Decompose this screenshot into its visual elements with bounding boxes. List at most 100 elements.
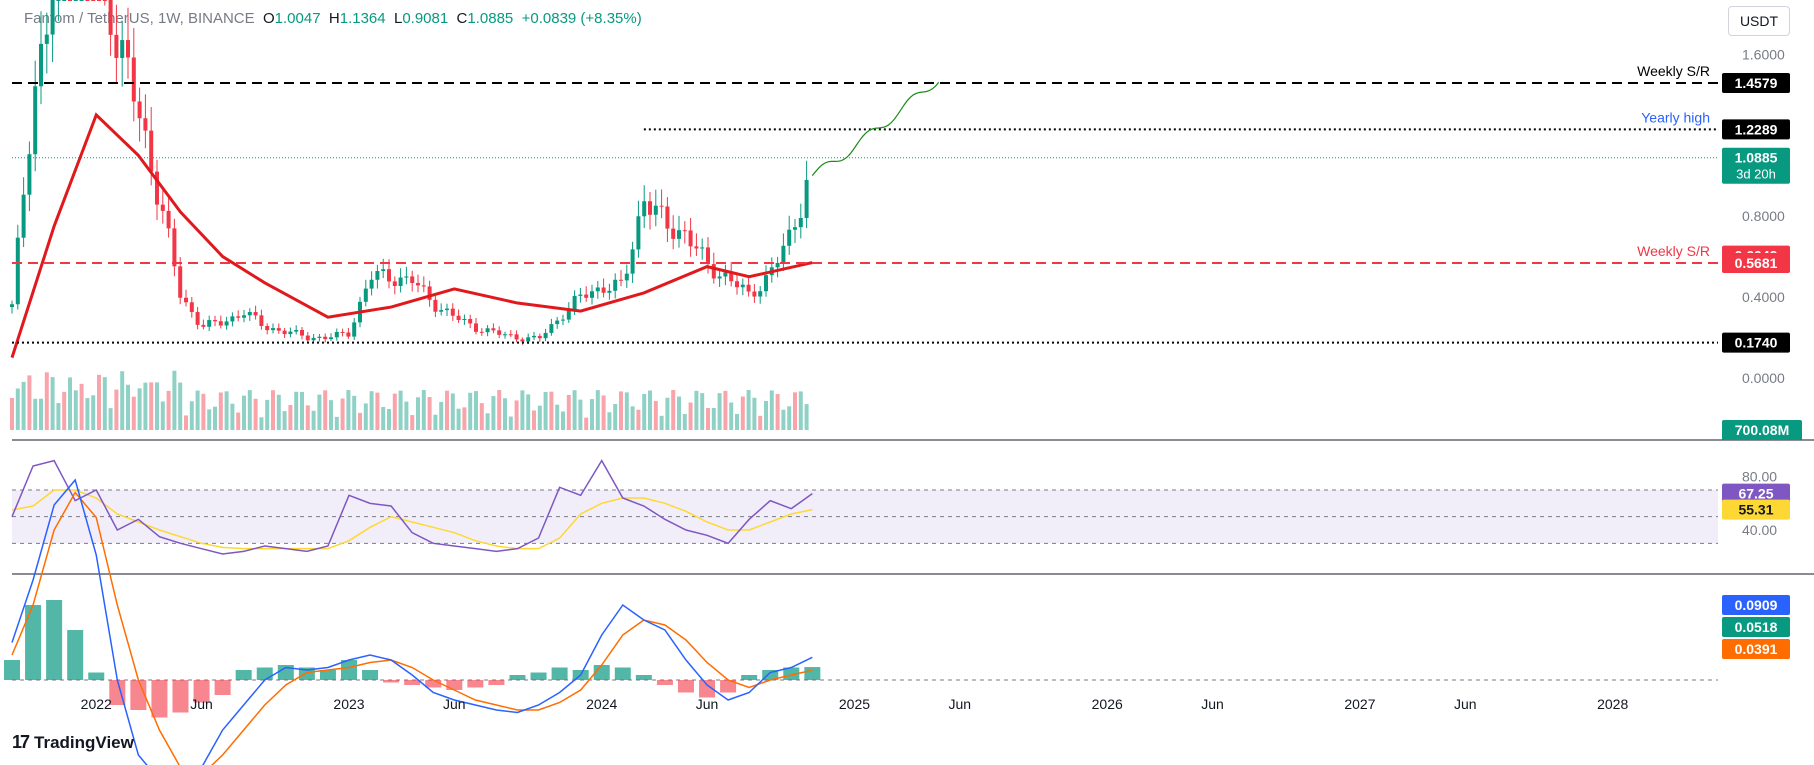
candle-body — [723, 272, 728, 277]
candle-body — [427, 286, 432, 300]
candle-body — [137, 101, 142, 119]
candle-body — [462, 318, 467, 320]
candle-body — [781, 245, 786, 263]
macd-signal-line — [11, 491, 813, 765]
volume-bar — [508, 416, 513, 430]
price-badge-bg — [1722, 119, 1790, 140]
price-badge: 1.4579 — [1735, 75, 1778, 91]
price-badge-bg — [1722, 332, 1790, 353]
price-badge: 0.1740 — [1735, 335, 1778, 351]
candle-body — [189, 302, 194, 313]
candle-body — [561, 319, 565, 321]
macd-hist-bar — [46, 600, 63, 680]
price-badge: 0.5681 — [1735, 255, 1778, 271]
volume-bar — [50, 377, 55, 430]
candle-body — [607, 290, 612, 293]
price-badge-bg — [1722, 147, 1790, 184]
macd-hist-bar — [88, 672, 105, 680]
volume-bar — [85, 398, 90, 430]
currency-button[interactable]: USDT — [1728, 6, 1790, 36]
volume-bar — [172, 370, 177, 430]
volume-bar — [671, 390, 676, 430]
candle-body — [131, 57, 136, 102]
volume-bar — [735, 413, 739, 430]
low-label: L — [393, 10, 403, 27]
x-tick-label: 2028 — [1597, 696, 1628, 712]
candle-body — [160, 204, 165, 211]
candle-body — [421, 285, 426, 287]
x-tick-label: Jun — [696, 696, 719, 712]
volume-bar — [677, 396, 681, 430]
candle-body — [387, 269, 391, 282]
volume-bar — [369, 391, 374, 430]
candle-body — [648, 201, 652, 215]
volume-bar — [271, 390, 275, 430]
candle-body — [659, 205, 664, 207]
candle-body — [653, 205, 658, 215]
candle-body — [108, 0, 113, 35]
volume-bar — [416, 397, 420, 430]
macd-hist-bar — [362, 670, 379, 680]
volume-bar — [485, 413, 490, 430]
candle-body — [735, 281, 739, 288]
macd-hist-bar — [214, 680, 231, 695]
candle-body — [97, 0, 101, 1]
macd-hist-bar — [298, 667, 315, 680]
macd-hist-bar — [404, 680, 421, 685]
price-candles — [10, 0, 809, 345]
candle-body — [369, 279, 374, 289]
candle-body — [271, 328, 275, 331]
price-badge-sub: 3d 20h — [1736, 167, 1776, 182]
volume-bar — [595, 390, 600, 430]
volume-bar — [746, 390, 751, 430]
volume-bar — [775, 394, 780, 430]
macd-hist-bar — [614, 667, 631, 680]
rsi-badge-bg — [1722, 483, 1790, 504]
volume-bar — [543, 392, 548, 430]
volume-bar — [44, 372, 49, 430]
candle-body — [294, 330, 299, 332]
macd-badge-bg — [1722, 639, 1790, 659]
volume-bar — [33, 398, 38, 430]
candle-body — [485, 328, 490, 333]
candle-body — [195, 312, 200, 325]
macd-hist-bar — [256, 667, 273, 680]
volume-bar — [184, 415, 188, 430]
candle-body — [787, 229, 792, 246]
volume-bar — [479, 403, 484, 430]
volume-bar — [648, 390, 652, 430]
candle-body — [630, 249, 635, 274]
volume-bar — [189, 401, 194, 430]
macd-hist-bar — [446, 680, 463, 690]
candle-body — [300, 330, 304, 336]
volume-bar — [787, 406, 792, 430]
candle-body — [532, 335, 536, 338]
volume-bar — [56, 403, 61, 430]
macd-line — [11, 478, 813, 765]
volume-bar — [729, 402, 734, 430]
candle-body — [317, 336, 322, 338]
tradingview-logo-icon: 17 — [12, 732, 30, 752]
volume-bar — [497, 390, 502, 430]
macd-hist-bar — [677, 680, 694, 693]
candle-body — [50, 0, 55, 35]
volume-bar — [346, 390, 351, 430]
high-label: H — [328, 10, 340, 27]
candle-body — [503, 334, 507, 336]
close-label: C — [456, 10, 468, 27]
volume-bar — [155, 382, 159, 430]
x-tick-label: Jun — [948, 696, 971, 712]
volume-bar — [201, 393, 206, 430]
volume-bar — [584, 417, 589, 430]
volume-bar — [79, 383, 84, 430]
candle-body — [450, 308, 455, 316]
candle-body — [21, 194, 26, 238]
macd-histogram — [4, 600, 821, 718]
volume-bar — [392, 393, 397, 430]
candle-body — [375, 271, 380, 280]
candle-body — [404, 276, 409, 278]
volume-bar — [740, 396, 745, 430]
volume-bar — [804, 404, 809, 430]
volume-bar — [276, 394, 281, 430]
